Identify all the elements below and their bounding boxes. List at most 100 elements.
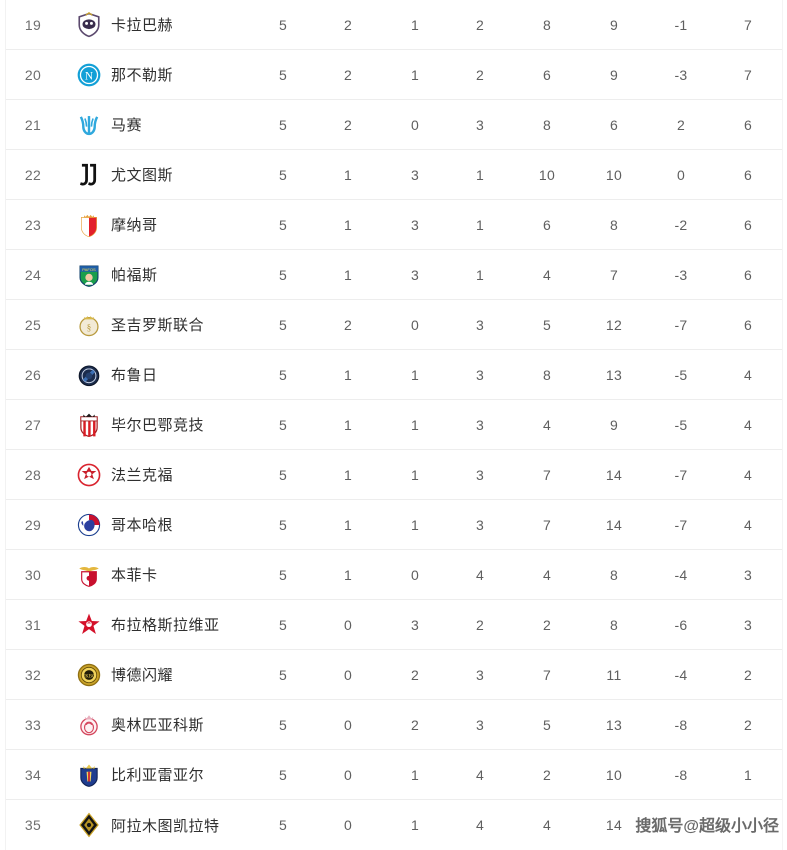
watermark: 搜狐号@超级小小径 [635, 818, 779, 835]
lost-cell: 1 [475, 216, 485, 233]
points-cell: 3 [743, 566, 753, 583]
svg-text:N: N [85, 70, 93, 82]
lost-cell: 3 [475, 116, 485, 133]
goals-against-cell: 14 [605, 516, 623, 533]
table-row[interactable]: 20 N 那不勒斯 5 2 1 2 6 9 -3 7 [0, 50, 787, 100]
table-row[interactable]: 26 布鲁日 5 1 1 3 8 13 -5 4 [0, 350, 787, 400]
table-row[interactable]: 23 摩纳哥 5 1 3 1 6 8 -2 6 [0, 200, 787, 250]
goals-for-cell: 2 [542, 766, 552, 783]
slavia-praha-crest-icon [76, 612, 102, 638]
team-cell[interactable]: 布鲁日 [76, 362, 158, 388]
rank-cell: 19 [24, 16, 42, 33]
won-cell: 1 [343, 166, 353, 183]
team-cell[interactable]: 尤文图斯 [76, 162, 173, 188]
points-cell: 4 [743, 416, 753, 433]
drawn-cell: 3 [410, 616, 420, 633]
points-cell: 6 [743, 166, 753, 183]
team-cell[interactable]: FKBG 博德闪耀 [76, 662, 173, 688]
won-cell: 2 [343, 16, 353, 33]
won-cell: 1 [343, 416, 353, 433]
team-cell[interactable]: 法兰克福 [76, 462, 173, 488]
team-cell[interactable]: PAFOS 帕福斯 [76, 262, 158, 288]
points-cell: 2 [743, 716, 753, 733]
team-cell[interactable]: 马赛 [76, 112, 142, 138]
points-cell: 1 [743, 766, 753, 783]
table-row[interactable]: 30 本菲卡 5 1 0 4 4 8 -4 3 [0, 550, 787, 600]
team-cell[interactable]: 哥本哈根 [76, 512, 173, 538]
table-row[interactable]: 27 毕尔巴鄂竞技 5 1 1 3 4 9 -5 4 [0, 400, 787, 450]
lost-cell: 3 [475, 666, 485, 683]
team-name: 帕福斯 [111, 267, 158, 284]
lost-cell: 3 [475, 466, 485, 483]
drawn-cell: 2 [410, 666, 420, 683]
played-cell: 5 [278, 16, 288, 33]
table-row[interactable]: 34 比利亚雷亚尔 5 0 1 4 2 10 -8 1 [0, 750, 787, 800]
table-row[interactable]: 31 布拉格斯拉维亚 5 0 3 2 2 8 -6 3 [0, 600, 787, 650]
table-row[interactable]: 25 § 圣吉罗斯联合 5 2 0 3 5 12 -7 6 [0, 300, 787, 350]
goals-for-cell: 5 [542, 716, 552, 733]
team-name: 本菲卡 [111, 567, 158, 584]
won-cell: 2 [343, 116, 353, 133]
drawn-cell: 1 [410, 766, 420, 783]
rank-cell: 27 [24, 416, 42, 433]
team-cell[interactable]: N 那不勒斯 [76, 62, 173, 88]
team-cell[interactable]: 奥林匹亚科斯 [76, 712, 204, 738]
goals-for-cell: 7 [542, 516, 552, 533]
goal-difference-cell: -8 [674, 766, 688, 783]
goals-against-cell: 10 [605, 166, 623, 183]
points-cell: 6 [743, 216, 753, 233]
table-row[interactable]: 19 卡拉巴赫 5 2 1 2 8 9 -1 7 [0, 0, 787, 50]
lost-cell: 1 [475, 266, 485, 283]
won-cell: 1 [343, 266, 353, 283]
won-cell: 0 [343, 716, 353, 733]
played-cell: 5 [278, 266, 288, 283]
goals-for-cell: 7 [542, 666, 552, 683]
team-cell[interactable]: 阿拉木图凯拉特 [76, 812, 220, 838]
team-cell[interactable]: 毕尔巴鄂竞技 [76, 412, 204, 438]
goals-against-cell: 6 [609, 116, 619, 133]
team-name: 布拉格斯拉维亚 [111, 617, 220, 634]
goals-for-cell: 8 [542, 16, 552, 33]
juventus-crest-icon [76, 162, 102, 188]
played-cell: 5 [278, 416, 288, 433]
table-row[interactable]: 29 哥本哈根 5 1 1 3 7 14 -7 4 [0, 500, 787, 550]
table-row[interactable]: 22 尤文图斯 5 1 3 1 10 10 0 6 [0, 150, 787, 200]
team-cell[interactable]: 本菲卡 [76, 562, 158, 588]
union-sg-crest-icon: § [76, 312, 102, 338]
team-cell[interactable]: 摩纳哥 [76, 212, 158, 238]
points-cell: 4 [743, 516, 753, 533]
table-row[interactable]: 32 FKBG 博德闪耀 5 0 2 3 7 11 -4 2 [0, 650, 787, 700]
goal-difference-cell: -1 [674, 16, 688, 33]
goals-against-cell: 9 [609, 66, 619, 83]
team-cell[interactable]: 比利亚雷亚尔 [76, 762, 204, 788]
played-cell: 5 [278, 66, 288, 83]
goals-against-cell: 8 [609, 616, 619, 633]
goals-for-cell: 4 [542, 266, 552, 283]
goals-against-cell: 11 [606, 666, 622, 683]
lost-cell: 3 [475, 416, 485, 433]
won-cell: 1 [343, 516, 353, 533]
frankfurt-crest-icon [76, 462, 102, 488]
lost-cell: 4 [475, 566, 485, 583]
goals-against-cell: 8 [609, 566, 619, 583]
played-cell: 5 [278, 216, 288, 233]
table-row[interactable]: 21 马赛 5 2 0 3 8 6 2 6 [0, 100, 787, 150]
team-name: 博德闪耀 [111, 667, 174, 684]
team-cell[interactable]: § 圣吉罗斯联合 [76, 312, 204, 338]
goal-difference-cell: -3 [674, 266, 688, 283]
athletic-crest-icon [76, 412, 102, 438]
points-cell: 2 [743, 666, 753, 683]
table-row[interactable]: 28 法兰克福 5 1 1 3 7 14 -7 4 [0, 450, 787, 500]
team-cell[interactable]: 布拉格斯拉维亚 [76, 612, 220, 638]
team-cell[interactable]: 卡拉巴赫 [76, 11, 173, 38]
goal-difference-cell: -2 [674, 216, 688, 233]
lost-cell: 2 [475, 66, 485, 83]
won-cell: 1 [343, 216, 353, 233]
team-name: 尤文图斯 [111, 167, 174, 184]
drawn-cell: 3 [410, 166, 420, 183]
table-row[interactable]: 24 PAFOS 帕福斯 5 1 3 1 4 7 -3 6 [0, 250, 787, 300]
table-row[interactable]: 33 奥林匹亚科斯 5 0 2 3 5 13 -8 2 [0, 700, 787, 750]
table-row[interactable]: 35 阿拉木图凯拉特 5 0 1 4 4 14 [0, 800, 787, 850]
goal-difference-cell: -4 [674, 566, 688, 583]
goal-difference-cell: -5 [674, 416, 688, 433]
